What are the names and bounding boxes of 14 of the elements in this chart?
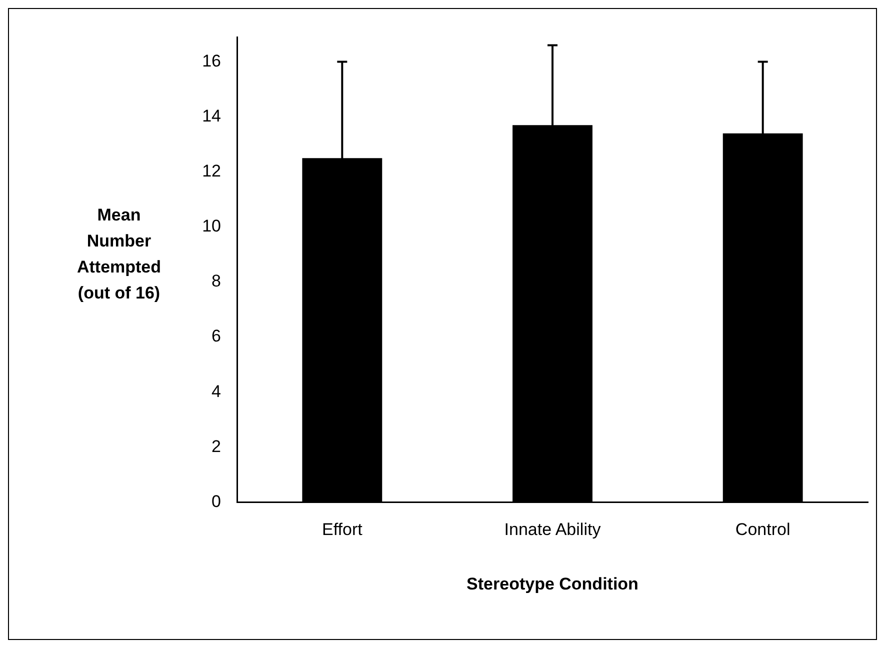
y-tick-label: 8 bbox=[212, 272, 221, 291]
x-tick-label: Control bbox=[735, 520, 790, 540]
y-tick-label: 0 bbox=[212, 492, 221, 511]
x-tick-label: Effort bbox=[322, 520, 363, 540]
y-tick-label: 6 bbox=[212, 326, 221, 346]
x-tick-label: Innate Ability bbox=[504, 520, 602, 540]
y-tick-label: 4 bbox=[212, 382, 221, 401]
y-tick-label: 10 bbox=[202, 216, 221, 236]
y-tick-label: 2 bbox=[212, 436, 221, 456]
y-tick-label: 14 bbox=[202, 106, 221, 126]
y-tick-label: 16 bbox=[202, 51, 221, 70]
y-tick-label: 12 bbox=[202, 162, 221, 181]
y-axis-title: Mean Number Attempted (out of 16) bbox=[76, 205, 162, 302]
x-axis-title: Stereotype Condition bbox=[466, 574, 638, 594]
